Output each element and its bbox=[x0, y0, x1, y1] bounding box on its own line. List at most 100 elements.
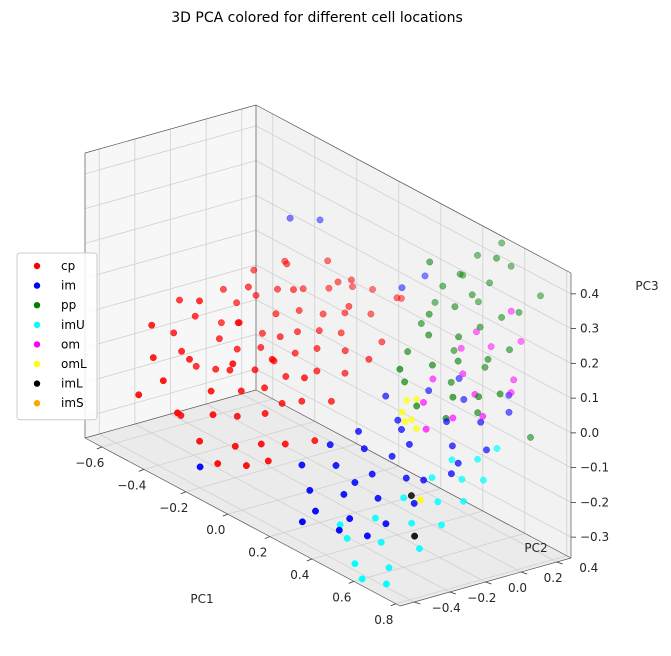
point-om bbox=[507, 389, 515, 397]
point-cp bbox=[349, 283, 356, 291]
point-cp bbox=[135, 391, 143, 399]
y-tick-label: 0.4 bbox=[579, 561, 598, 575]
legend: cp im pp imU om omL imL imS bbox=[16, 252, 98, 421]
point-imU bbox=[448, 456, 456, 464]
legend-marker-imL bbox=[33, 380, 41, 387]
point-cp bbox=[261, 410, 269, 417]
point-im bbox=[421, 272, 429, 280]
point-cp bbox=[174, 409, 181, 417]
point-im bbox=[410, 499, 418, 507]
point-imU bbox=[428, 474, 436, 482]
point-cp bbox=[257, 344, 265, 351]
point-cp bbox=[217, 319, 225, 327]
point-cp bbox=[207, 387, 215, 395]
point-cp bbox=[261, 384, 269, 392]
point-im bbox=[382, 520, 390, 528]
point-om bbox=[479, 412, 487, 420]
point-cp bbox=[334, 278, 342, 286]
point-imL bbox=[411, 532, 419, 540]
point-imU bbox=[460, 497, 467, 505]
point-im bbox=[388, 452, 396, 460]
point-omL bbox=[412, 425, 420, 433]
point-om bbox=[459, 370, 467, 378]
x-tick-label: −0.2 bbox=[159, 501, 188, 515]
point-omL bbox=[417, 496, 424, 504]
axes-ticks: −0.6 −0.4 −0.2 0.0 0.2 0.4 0.6 0.8 −0.4 −0.2 0.0 0.… bbox=[75, 287, 609, 627]
legend-label-cp: cp bbox=[61, 259, 75, 273]
point-cp bbox=[250, 266, 258, 274]
point-imU bbox=[434, 498, 442, 506]
x-tick-label: −0.4 bbox=[117, 478, 146, 492]
point-cp bbox=[176, 296, 183, 304]
x-tick-mark bbox=[222, 513, 228, 517]
point-im bbox=[351, 479, 359, 486]
point-omL bbox=[413, 395, 421, 403]
point-imU bbox=[371, 514, 379, 522]
y-tick-label: −0.2 bbox=[467, 591, 496, 605]
point-cp bbox=[196, 437, 204, 445]
point-imU bbox=[438, 521, 445, 529]
point-imU bbox=[351, 560, 359, 568]
point-pp bbox=[474, 409, 482, 417]
legend-marker-omL bbox=[33, 360, 41, 368]
point-cp bbox=[148, 321, 156, 329]
x-tick-mark bbox=[390, 603, 396, 607]
chart-title: 3D PCA colored for different cell locati… bbox=[171, 10, 463, 26]
point-cp bbox=[298, 397, 306, 405]
legend-label-im: im bbox=[61, 279, 76, 293]
y-tick-label: −0.4 bbox=[432, 601, 461, 615]
point-omL bbox=[403, 396, 411, 404]
point-pp bbox=[476, 323, 484, 331]
z-tick-label: 0.4 bbox=[580, 287, 599, 301]
point-im bbox=[477, 418, 485, 426]
point-cp bbox=[244, 283, 252, 291]
point-imU bbox=[474, 455, 482, 463]
point-im bbox=[312, 507, 319, 515]
legend-marker-pp bbox=[33, 302, 41, 309]
z-tick-label: 0.3 bbox=[580, 322, 599, 336]
x-tick-label: 0.8 bbox=[374, 613, 393, 627]
y-tick-mark bbox=[485, 581, 492, 585]
point-pp bbox=[447, 378, 455, 386]
legend-label-omL: omL bbox=[61, 357, 87, 371]
x-tick-mark bbox=[138, 468, 144, 472]
z-tick-label: 0.1 bbox=[580, 391, 599, 405]
point-im bbox=[298, 518, 306, 526]
point-cp bbox=[257, 440, 265, 448]
point-pp bbox=[455, 333, 463, 341]
point-cp bbox=[291, 349, 299, 357]
y-tick-label: 0.0 bbox=[508, 581, 527, 595]
x-tick-label: 0.6 bbox=[332, 590, 351, 604]
point-imU bbox=[458, 475, 466, 483]
y-axis-label: PC2 bbox=[524, 541, 547, 555]
point-pp bbox=[449, 393, 457, 401]
point-imU bbox=[400, 494, 408, 502]
x-tick-label: 0.4 bbox=[290, 568, 309, 582]
point-imU bbox=[343, 534, 351, 542]
point-imU bbox=[493, 445, 501, 452]
point-cp bbox=[337, 329, 345, 337]
back-pane bbox=[256, 105, 571, 558]
z-axis-label: PC3 bbox=[635, 279, 658, 293]
point-im bbox=[286, 214, 294, 222]
point-omL bbox=[408, 416, 416, 424]
x-tick-mark bbox=[96, 446, 102, 450]
point-cp bbox=[229, 360, 237, 368]
point-im bbox=[340, 490, 348, 498]
point-cp bbox=[341, 369, 349, 377]
point-im bbox=[420, 476, 428, 484]
point-cp bbox=[325, 284, 333, 292]
point-im bbox=[298, 461, 306, 469]
point-cp bbox=[233, 299, 241, 307]
point-pp bbox=[537, 292, 544, 300]
point-om bbox=[457, 344, 465, 352]
point-om bbox=[517, 337, 525, 345]
point-cp bbox=[278, 399, 286, 407]
point-cp bbox=[311, 437, 319, 445]
point-pp bbox=[527, 433, 534, 441]
legend-label-imS: imS bbox=[61, 396, 84, 410]
point-cp bbox=[282, 373, 290, 380]
point-cp bbox=[242, 462, 250, 470]
point-pp bbox=[507, 262, 515, 270]
x-axis-label: PC1 bbox=[190, 592, 213, 606]
